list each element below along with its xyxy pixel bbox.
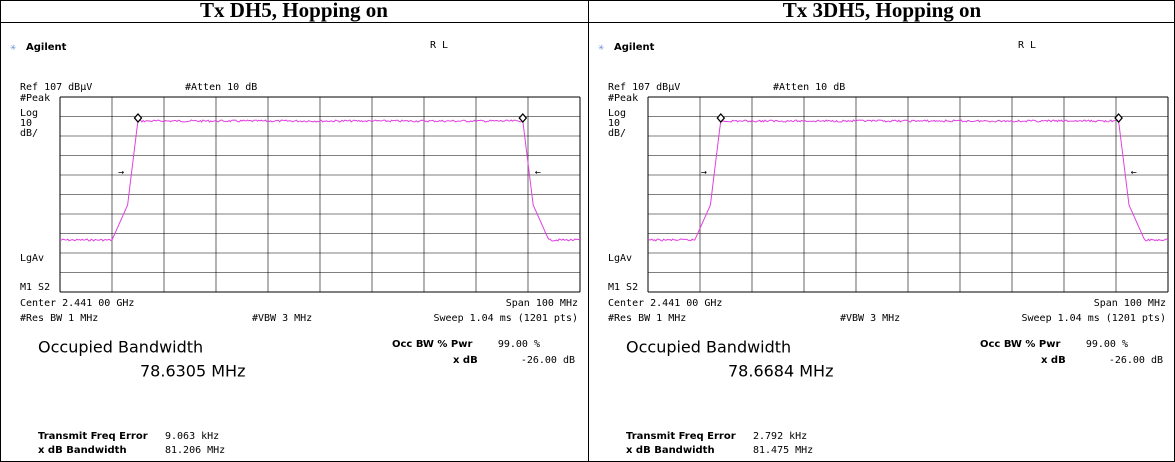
occ-value: 78.6305 MHz <box>140 362 245 381</box>
span: Span 100 MHz <box>506 298 578 309</box>
tfe-label: Transmit Freq Error <box>38 431 148 442</box>
tfe: 2.792 kHz <box>753 431 807 442</box>
marker-diamond <box>133 113 143 123</box>
averaging: LgAv <box>608 253 632 264</box>
brand: Agilent <box>26 42 67 53</box>
trace <box>647 119 1169 242</box>
marker-diamond <box>518 113 528 123</box>
scale-unit: dB/ <box>608 128 626 139</box>
tfe-label: Transmit Freq Error <box>626 431 736 442</box>
xdb-label: x dB <box>1041 355 1066 366</box>
occ-pwr: 99.00 % <box>1086 339 1128 350</box>
occ-title: Occupied Bandwidth <box>626 338 791 357</box>
averaging: LgAv <box>20 253 44 264</box>
scale-value: 10 <box>608 118 620 129</box>
panel-title: Tx DH5, Hopping on <box>200 0 388 22</box>
occ-pwr-label: Occ BW % Pwr <box>980 339 1060 350</box>
marker-diamond <box>1114 113 1123 123</box>
tfe: 9.063 kHz <box>165 431 219 442</box>
vbw: #VBW 3 MHz <box>840 313 900 324</box>
marker-state: M1 S2 <box>608 282 638 293</box>
occ-pwr: 99.00 % <box>498 339 540 350</box>
marker-state: M1 S2 <box>20 282 50 293</box>
trace <box>59 119 581 242</box>
detector: #Peak <box>608 93 638 104</box>
brand: Agilent <box>614 42 655 53</box>
occ-title: Occupied Bandwidth <box>38 338 203 357</box>
xbw-label: x dB Bandwidth <box>626 445 715 456</box>
center-freq: Center 2.441 00 GHz <box>20 298 134 309</box>
left-arrow: → <box>701 167 707 178</box>
span: Span 100 MHz <box>1094 298 1166 309</box>
marker-diamond <box>716 113 726 123</box>
attenuation: #Atten 10 dB <box>773 82 845 93</box>
xbw-label: x dB Bandwidth <box>38 445 127 456</box>
xdb: -26.00 dB <box>521 355 575 366</box>
attenuation: #Atten 10 dB <box>185 82 257 93</box>
logo-icon: ✳ <box>598 42 604 53</box>
left-arrow: → <box>118 167 124 178</box>
xdb-label: x dB <box>453 355 478 366</box>
occ-value: 78.6684 MHz <box>728 362 833 381</box>
scale-type: Log <box>608 108 626 119</box>
sweep: Sweep 1.04 ms (1201 pts) <box>1022 313 1167 324</box>
scale-type: Log <box>20 108 38 119</box>
right-arrow: ← <box>1131 167 1137 178</box>
rbw: #Res BW 1 MHz <box>608 313 686 324</box>
mode: R L <box>1018 40 1036 51</box>
right-arrow: ← <box>535 167 541 178</box>
occ-pwr-label: Occ BW % Pwr <box>392 339 472 350</box>
mode: R L <box>430 40 448 51</box>
sweep: Sweep 1.04 ms (1201 pts) <box>434 313 579 324</box>
xbw: 81.206 MHz <box>165 445 225 456</box>
center-freq: Center 2.441 00 GHz <box>608 298 722 309</box>
logo-icon: ✳ <box>10 42 16 53</box>
detector: #Peak <box>20 93 50 104</box>
scale-unit: dB/ <box>20 128 38 139</box>
vbw: #VBW 3 MHz <box>252 313 312 324</box>
scale-value: 10 <box>20 118 32 129</box>
panel-title: Tx 3DH5, Hopping on <box>783 0 982 22</box>
xbw: 81.475 MHz <box>753 445 813 456</box>
ref-level: Ref 107 dBµV <box>608 82 680 93</box>
xdb: -26.00 dB <box>1109 355 1163 366</box>
ref-level: Ref 107 dBµV <box>20 82 92 93</box>
rbw: #Res BW 1 MHz <box>20 313 98 324</box>
